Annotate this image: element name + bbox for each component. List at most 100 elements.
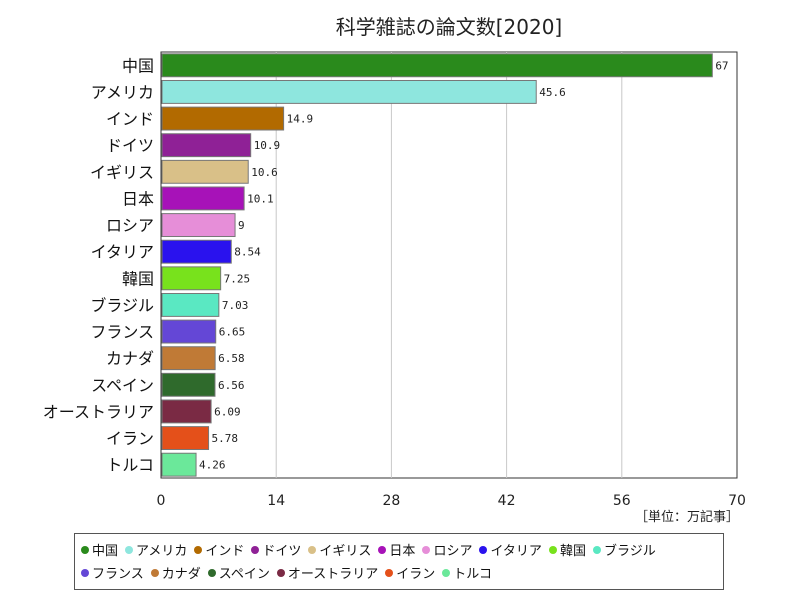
legend-label: 中国 [92, 544, 119, 559]
category-label: インド [106, 110, 154, 129]
unit-label: ［単位：万記事］ [635, 509, 739, 525]
bar [161, 133, 252, 158]
category-label: 韓国 [122, 269, 154, 288]
legend-items: 中国 アメリカ インド ドイツ イギリス 日本 ロシア イタリア 韓国 ブラジルフランス カナダ スペ… [81, 541, 721, 582]
legend-item: スペイン [207, 564, 270, 582]
legend-label: ドイツ [262, 544, 302, 559]
legend-label: オーストラリア [287, 567, 379, 582]
legend-item: カナダ [150, 564, 201, 582]
legend-label: イタリア [490, 544, 542, 559]
bar [161, 53, 713, 78]
bar [161, 159, 249, 184]
category-label: ロシア [106, 216, 154, 235]
legend-item: アメリカ [125, 541, 187, 559]
legend-item: オーストラリア [276, 564, 379, 582]
category-labels: 中国アメリカインドドイツイギリス日本ロシアイタリア韓国ブラジルフランスカナダスペ… [43, 56, 154, 474]
category-label: カナダ [106, 349, 154, 368]
bar [161, 346, 216, 371]
bar-value-label: 6.58 [218, 352, 245, 365]
legend-item: イラン [385, 564, 435, 582]
legend-marker [548, 545, 557, 554]
bar-value-label: 10.9 [254, 139, 280, 152]
x-tick-label: 42 [498, 493, 516, 509]
bar-value-label: 9 [238, 219, 245, 232]
legend-marker [81, 545, 89, 554]
legend-marker [385, 568, 394, 577]
legend-marker [422, 545, 431, 554]
bar [161, 266, 222, 291]
legend-item: ブラジル [592, 541, 656, 559]
legend-marker [81, 568, 89, 577]
bar [161, 372, 216, 397]
bar [161, 239, 232, 264]
category-label: イタリア [91, 243, 154, 262]
legend-item: トルコ [442, 564, 492, 582]
bars: 67 45.6 14.9 10.9 10.6 10.1 9 8.54 7.25 7.03 6.65 6… [161, 53, 729, 477]
bar [161, 106, 285, 131]
legend-marker [207, 568, 216, 577]
legend-label: ブラジル [603, 544, 656, 559]
legend-marker [150, 568, 159, 577]
legend-label: インド [205, 544, 245, 559]
legend-item: ドイツ [251, 541, 302, 559]
chart-title: 科学雑誌の論文数[2020] [336, 15, 563, 39]
legend-label: スペイン [218, 567, 270, 582]
bar [161, 213, 236, 238]
legend-label: ロシア [433, 544, 473, 559]
category-label: ブラジル [90, 296, 154, 315]
category-label: イギリス [90, 163, 154, 182]
x-tick-label: 28 [382, 493, 400, 509]
legend-marker [442, 568, 451, 577]
legend-marker [125, 545, 134, 554]
category-label: ドイツ [106, 136, 154, 155]
legend-label: 韓国 [559, 544, 586, 559]
category-label: スペイン [91, 376, 154, 395]
bar-value-label: 45.6 [539, 86, 566, 99]
bar-value-label: 4.26 [199, 459, 226, 472]
category-label: フランス [90, 323, 154, 342]
legend-marker [251, 545, 260, 554]
category-label: オーストラリア [43, 402, 154, 421]
category-label: 日本 [122, 189, 154, 208]
category-label: イラン [106, 429, 154, 448]
bar-value-label: 6.65 [219, 326, 246, 339]
bar [161, 79, 537, 104]
legend-item: インド [194, 541, 245, 559]
category-label: アメリカ [91, 83, 154, 102]
x-tick-label: 56 [613, 493, 631, 509]
legend-item: イギリス [308, 541, 371, 559]
bar-value-label: 5.78 [212, 432, 239, 445]
legend-label: 日本 [389, 544, 416, 559]
bar [161, 452, 197, 477]
bar [161, 186, 245, 211]
legend-marker [308, 545, 317, 554]
bar-value-label: 6.09 [214, 405, 241, 418]
bar-value-label: 8.54 [234, 246, 261, 259]
legend-item: ロシア [422, 541, 473, 559]
legend-label: フランス [92, 567, 144, 582]
legend-label: トルコ [453, 567, 492, 582]
legend-item: 中国 [81, 541, 119, 559]
x-tick-label: 70 [728, 493, 746, 509]
legend-marker [479, 545, 488, 554]
bar-value-label: 10.1 [247, 192, 274, 205]
category-label: 中国 [122, 56, 154, 75]
bar-value-label: 7.25 [224, 272, 251, 285]
legend-item: イタリア [479, 541, 542, 559]
bar-value-label: 10.6 [251, 166, 277, 179]
bar [161, 399, 212, 424]
legend: 中国 アメリカ インド ドイツ イギリス 日本 ロシア イタリア 韓国 ブラジルフランス カナダ スペ… [74, 533, 724, 590]
legend-marker [592, 545, 601, 554]
bar [161, 426, 210, 451]
bar [161, 292, 220, 317]
legend-label: カナダ [161, 567, 201, 582]
bar [161, 319, 217, 344]
bar-value-label: 6.56 [218, 379, 245, 392]
bar-value-label: 14.9 [287, 113, 314, 126]
legend-item: フランス [81, 564, 144, 582]
legend-item: 韓国 [548, 541, 586, 559]
legend-item: 日本 [378, 541, 416, 559]
legend-marker [378, 545, 387, 554]
bar-value-label: 67 [715, 59, 728, 72]
